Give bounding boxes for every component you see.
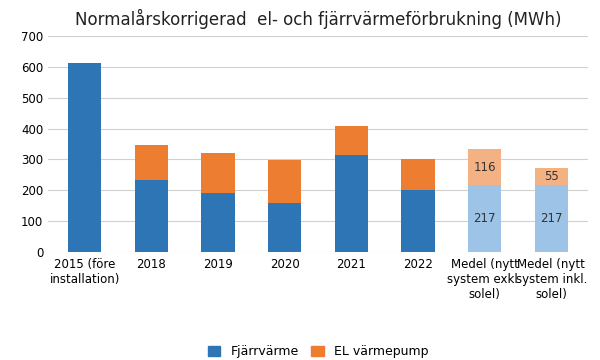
- Bar: [268, 160, 301, 203]
- Text: 116: 116: [473, 161, 496, 174]
- Text: 217: 217: [540, 212, 563, 225]
- Bar: [134, 180, 168, 252]
- Bar: [202, 193, 235, 252]
- Bar: [535, 185, 568, 252]
- Bar: [335, 126, 368, 156]
- Bar: [401, 159, 434, 190]
- Bar: [335, 156, 368, 252]
- Text: 217: 217: [473, 212, 496, 225]
- Bar: [268, 203, 301, 252]
- Bar: [535, 168, 568, 185]
- Bar: [401, 190, 434, 252]
- Legend: Fjärrvärme, EL värmepump: Fjärrvärme, EL värmepump: [208, 345, 428, 358]
- Bar: [468, 185, 502, 252]
- Bar: [468, 149, 502, 185]
- Bar: [68, 63, 101, 252]
- Text: 55: 55: [544, 170, 559, 183]
- Bar: [202, 153, 235, 193]
- Title: Normalårskorrigerad  el- och fjärrvärmeförbrukning (MWh): Normalårskorrigerad el- och fjärrvärmefö…: [75, 9, 561, 29]
- Bar: [134, 145, 168, 180]
